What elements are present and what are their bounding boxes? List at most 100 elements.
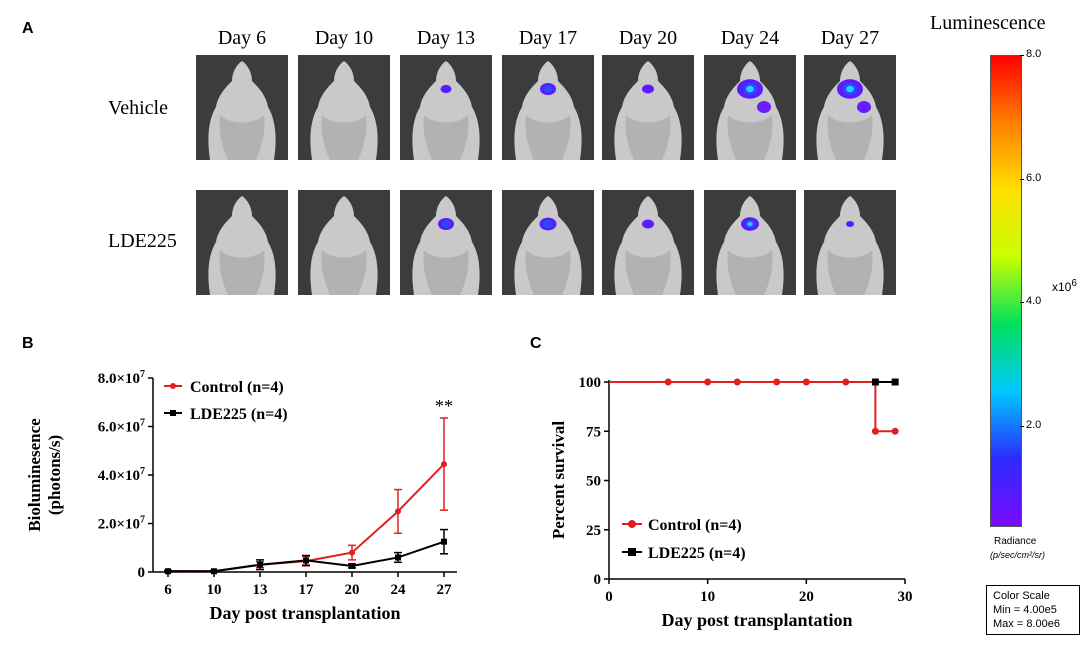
mouse-image [400,190,492,295]
data-point [349,549,355,556]
x-axis-label: Day post transplantation [661,610,852,630]
panel-c-label: C [530,335,542,352]
signal-hotspot [846,85,854,93]
colorbar-exponent-power: 6 [1071,278,1077,289]
x-tick-label: 20 [345,582,360,598]
significance-annotation: ** [435,396,453,416]
y-tick-label: 4.0×107 [98,466,145,484]
day-label: Day 13 [416,27,476,49]
colorbar-tick-label: 2.0 [1026,419,1042,432]
legend-marker [628,548,636,556]
survival-marker [664,378,672,386]
data-point [211,568,217,575]
mouse-image [602,55,694,160]
color-scale-title: Color Scale [993,590,1050,602]
signal-secondary [857,101,871,113]
x-tick-label: 17 [299,582,315,598]
row-label-vehicle: Vehicle [108,97,168,119]
mouse-image [400,55,492,160]
colorbar-tick-label: 8.0 [1026,48,1042,60]
y-tick-exponent: 7 [140,369,145,380]
mouse-torso [321,250,367,295]
day-label: Day 24 [720,27,780,49]
y-tick-exponent: 7 [140,515,145,526]
y-tick-label: 2.0×107 [98,515,145,533]
data-point [165,568,171,575]
legend-marker [170,410,176,416]
x-tick-label: 0 [605,589,613,605]
mouse-image [804,190,896,295]
data-point [395,554,401,561]
chart-b: 0 2.0×107 4.0×107 6.0×107 8.0×107 6 10 13 17 20 24… [25,369,457,623]
survival-marker [842,378,850,386]
data-point [349,562,355,569]
y-tick-label: 0 [594,572,602,588]
day-label: Day 17 [518,27,578,49]
colorbar-tick-mark [1020,178,1024,180]
y-tick-label: 75 [586,424,601,440]
colorbar-exponent: x106 [1052,278,1077,294]
x-axis-label: Day post transplantation [209,603,400,623]
mouse-image [804,55,896,160]
mouse-image [602,190,694,295]
survival-marker [891,378,899,386]
colorbar-gradient [990,55,1022,527]
y-tick-label: 6.0×107 [98,418,145,436]
y-tick-label: 8.0×107 [98,369,145,387]
mouse-torso [219,250,265,295]
legend-marker [628,520,636,528]
colorbar-tick-mark [1020,55,1024,56]
y-axis-label: Percent survival [549,421,568,539]
x-tick-label: 13 [253,582,268,598]
signal-blob [642,84,654,94]
x-tick-label: 10 [700,589,715,605]
day-label: Day 20 [618,27,678,49]
survival-marker [891,427,899,435]
data-point [441,538,447,545]
colorbar-title: Luminescence [930,12,1046,34]
data-point [303,557,309,564]
mouse-torso [827,115,873,160]
mouse-image [196,190,288,295]
signal-hotspot [746,85,754,93]
y-tick-label: 50 [586,474,601,490]
radiance-units: (p/sec/cm²/sr) [990,550,1045,560]
color-scale-max: Max = 8.00e6 [993,618,1060,630]
colorbar-tick-mark [1020,302,1024,304]
y-axis-label-units: (photons/s) [45,435,64,515]
mouse-image [704,55,796,160]
survival-marker [871,427,879,435]
signal-core [441,220,451,228]
signal-hotspot [747,221,753,227]
color-scale-min: Min = 4.00e5 [993,604,1057,616]
mouse-torso [727,250,773,295]
survival-marker [802,378,810,386]
y-tick-label: 25 [586,523,601,539]
x-tick-label: 27 [437,582,453,598]
day-label: Day 27 [820,27,880,49]
legend-label: Control (n=4) [648,517,742,534]
colorbar-tick-label: 6.0 [1026,171,1042,184]
legend-label: Control (n=4) [190,379,284,396]
mouse-image [704,190,796,295]
survival-marker [773,378,781,386]
mouse-torso [423,115,469,160]
x-tick-label: 6 [164,582,172,598]
colorbar-tick-mark [1020,426,1024,428]
colorbar-exponent-base: x10 [1052,280,1072,294]
survival-marker [871,378,879,386]
mouse-torso [625,115,671,160]
data-point [257,561,263,568]
day-label: Day 10 [314,27,374,49]
signal-core [543,220,553,228]
signal-core [543,85,553,93]
survival-line [609,381,896,433]
radiance-label: Radiance [994,536,1037,547]
legend-marker [170,383,176,389]
signal-secondary [757,101,771,113]
chart-c: 0 25 50 75 100 0 10 20 30 Day post transplantatio… [549,375,913,630]
mouse-torso [219,115,265,160]
legend-label: LDE225 (n=4) [648,545,746,562]
mouse-torso [525,115,571,160]
mouse-image [196,55,288,160]
